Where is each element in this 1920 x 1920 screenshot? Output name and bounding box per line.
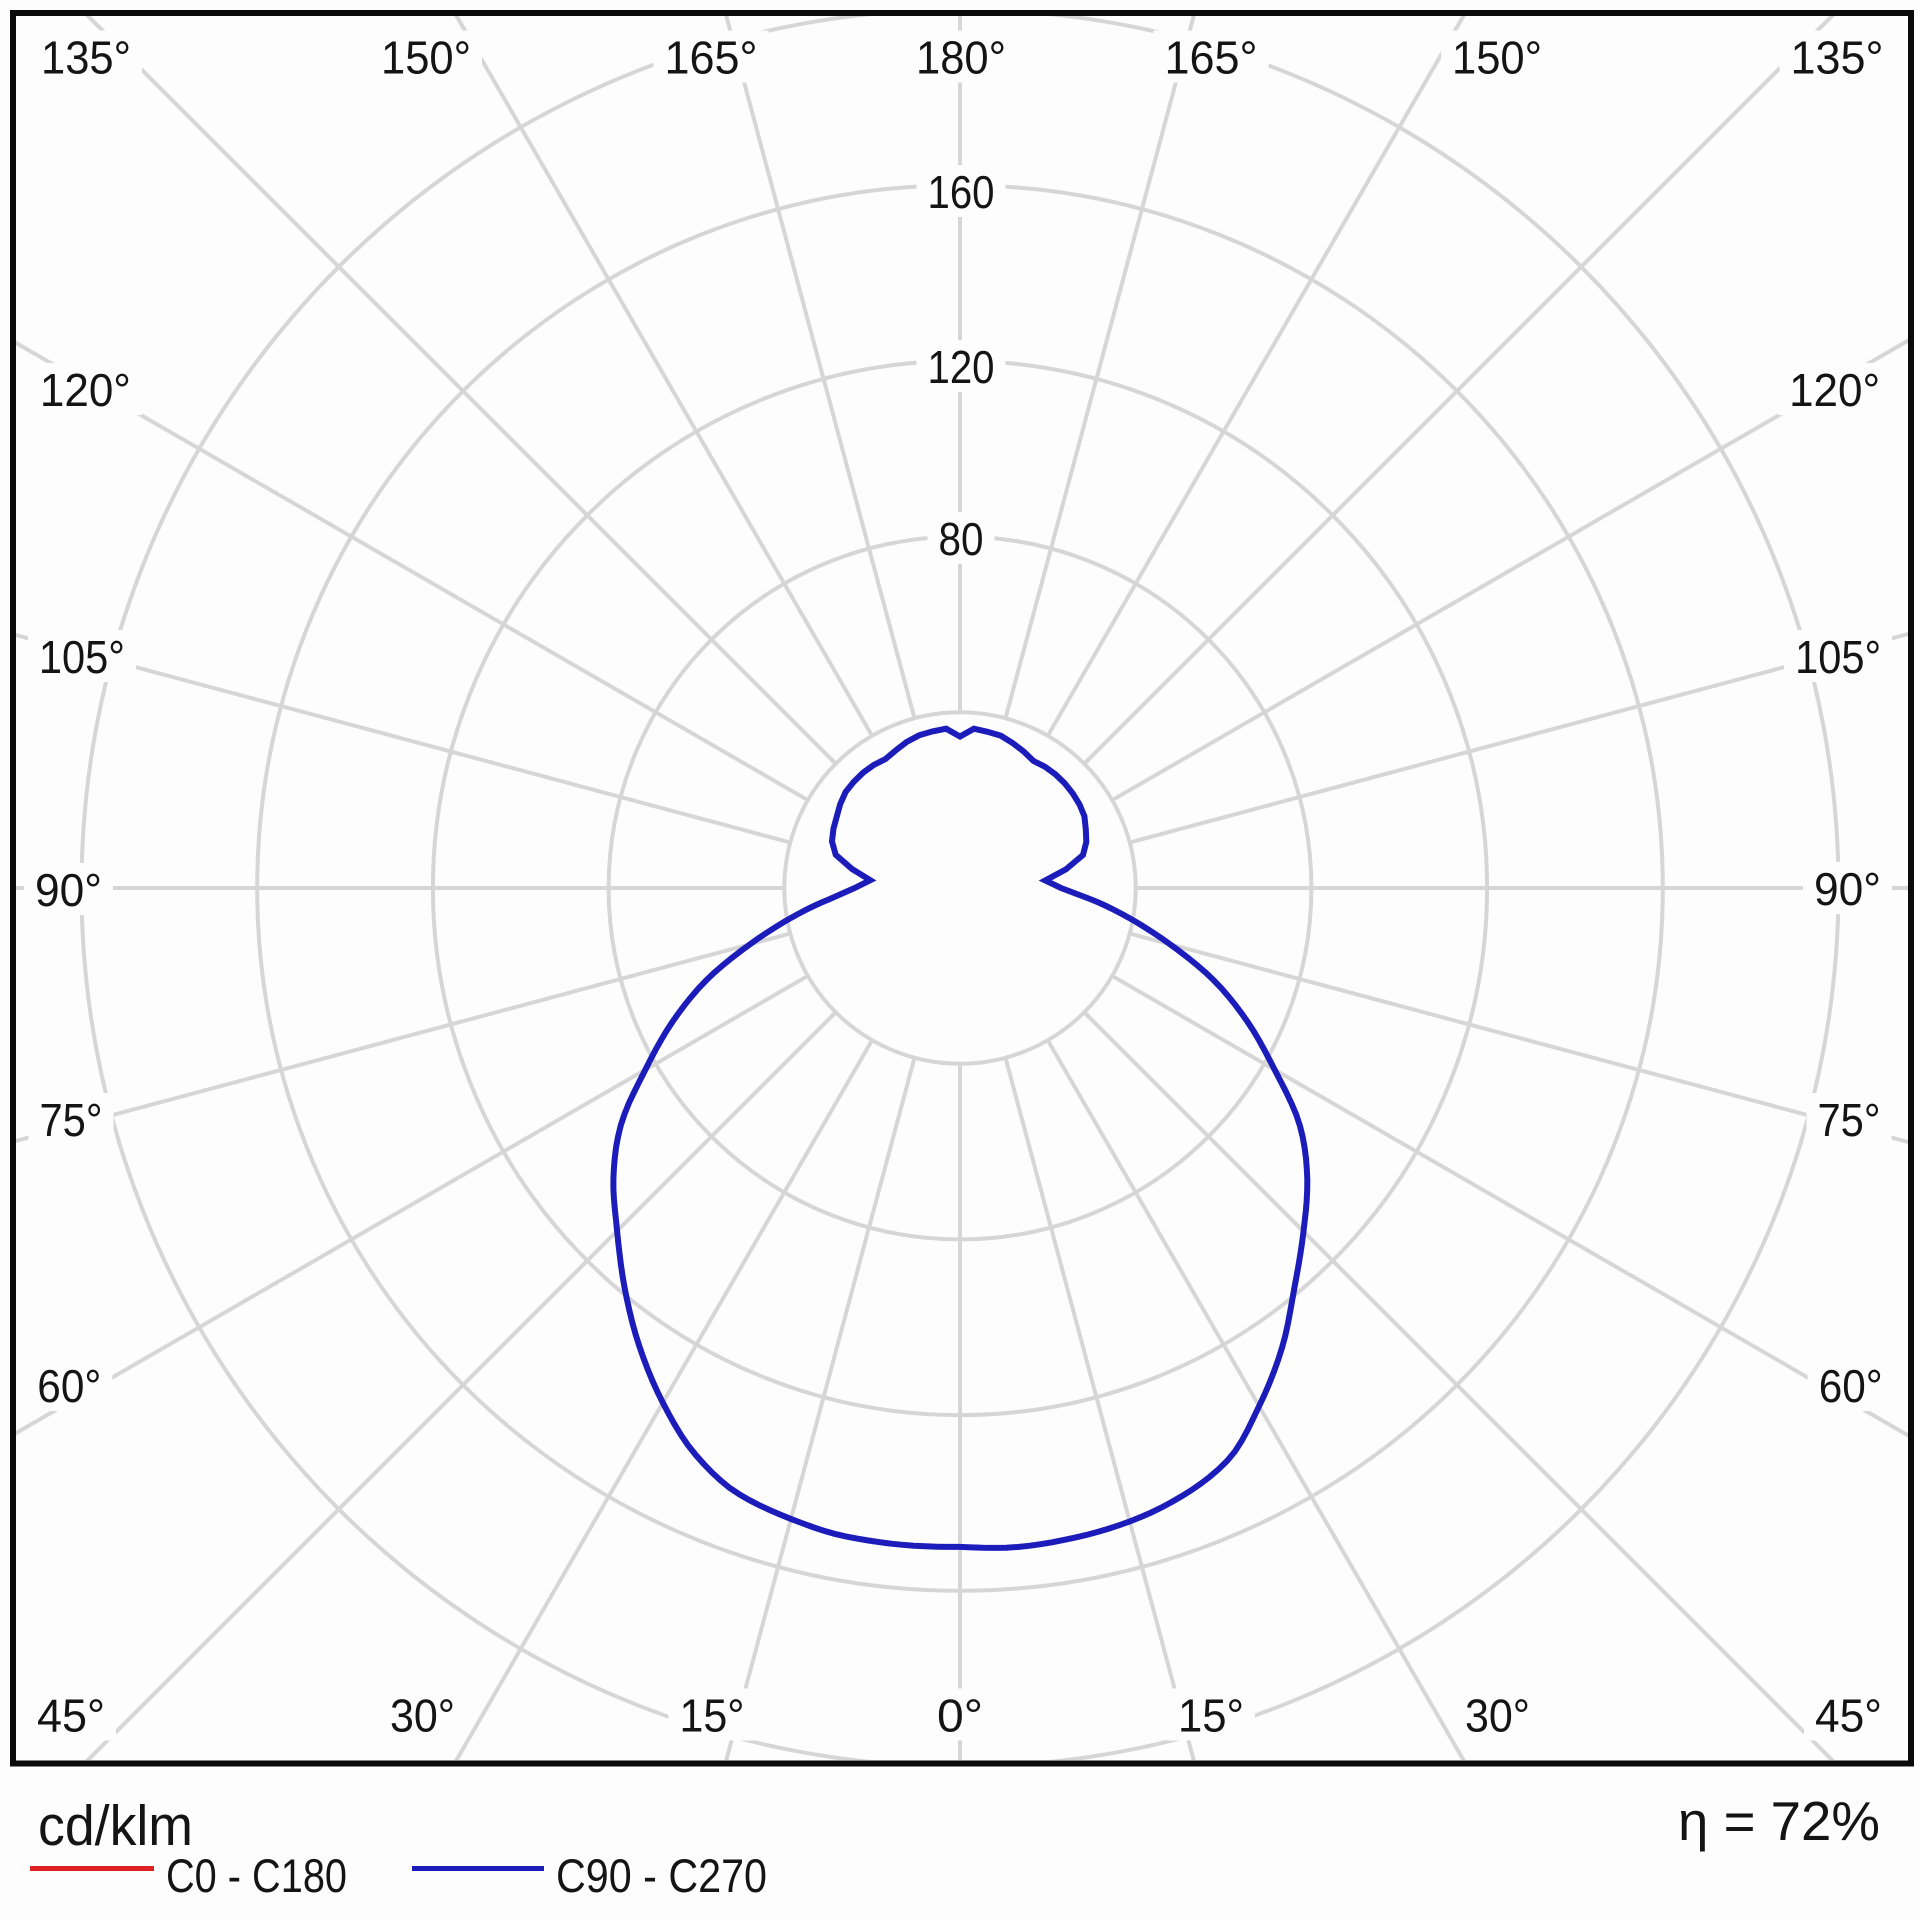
svg-text:15°: 15° [1178,1689,1244,1741]
svg-text:135°: 135° [41,31,131,83]
svg-text:150°: 150° [1452,31,1542,83]
svg-text:165°: 165° [665,31,758,83]
svg-text:180°: 180° [916,31,1006,83]
svg-text:165°: 165° [1165,31,1258,83]
svg-text:30°: 30° [390,1689,455,1741]
svg-text:90°: 90° [35,864,102,916]
svg-text:η = 72%: η = 72% [1678,1790,1880,1852]
svg-text:120°: 120° [40,364,131,416]
svg-text:cd/klm: cd/klm [38,1794,193,1858]
svg-text:C90 - C270: C90 - C270 [556,1849,767,1902]
svg-text:90°: 90° [1814,863,1881,915]
svg-text:45°: 45° [1815,1689,1882,1741]
svg-text:45°: 45° [37,1689,105,1741]
svg-text:105°: 105° [39,631,125,683]
svg-text:150°: 150° [381,31,471,83]
svg-text:0°: 0° [937,1689,983,1741]
svg-text:105°: 105° [1795,631,1881,683]
svg-text:60°: 60° [1819,1360,1883,1412]
svg-text:60°: 60° [37,1360,101,1412]
svg-text:135°: 135° [1791,31,1884,83]
svg-text:80: 80 [939,513,984,565]
svg-text:120: 120 [928,341,995,393]
svg-text:75°: 75° [40,1094,103,1146]
svg-text:30°: 30° [1465,1689,1530,1741]
svg-text:C0 - C180: C0 - C180 [166,1849,347,1902]
svg-text:120°: 120° [1789,364,1880,416]
svg-text:160: 160 [928,166,995,218]
svg-text:15°: 15° [680,1689,745,1741]
svg-text:75°: 75° [1818,1094,1881,1146]
